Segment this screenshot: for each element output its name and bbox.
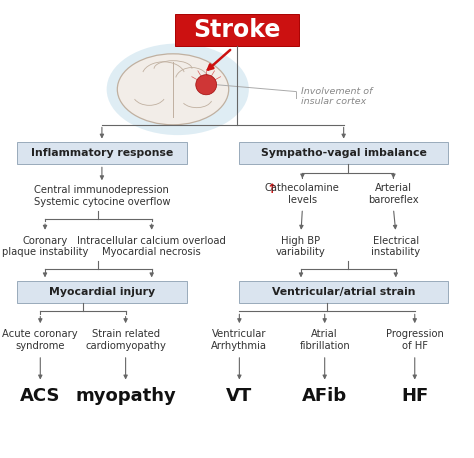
Text: myopathy: myopathy (75, 387, 176, 405)
Text: ACS: ACS (20, 387, 61, 405)
Text: AFib: AFib (302, 387, 347, 405)
Text: Inflammatory response: Inflammatory response (31, 148, 173, 158)
Text: Acute coronary
syndrome: Acute coronary syndrome (2, 329, 78, 351)
Text: Central immunodepression
Systemic cytocine overflow: Central immunodepression Systemic cytoci… (34, 185, 170, 207)
Text: Intracellular calcium overload
Myocardial necrosis: Intracellular calcium overload Myocardia… (77, 235, 226, 257)
Text: Atrial
fibrillation: Atrial fibrillation (299, 329, 350, 351)
Text: Stroke: Stroke (193, 18, 281, 42)
Text: Strain related
cardiomyopathy: Strain related cardiomyopathy (85, 329, 166, 351)
Ellipse shape (117, 54, 228, 125)
Circle shape (196, 75, 217, 95)
FancyBboxPatch shape (17, 142, 187, 164)
Text: VT: VT (226, 387, 253, 405)
Text: Cathecolamine
levels: Cathecolamine levels (265, 183, 340, 205)
Text: High BP
variability: High BP variability (276, 235, 326, 257)
Text: Sympatho-vagal imbalance: Sympatho-vagal imbalance (261, 148, 427, 158)
Text: Involvement of
insular cortex: Involvement of insular cortex (301, 87, 373, 106)
Text: Ventricular/atrial strain: Ventricular/atrial strain (272, 287, 415, 297)
Text: Arterial
baroreflex: Arterial baroreflex (368, 183, 419, 205)
Text: Myocardial injury: Myocardial injury (49, 287, 155, 297)
Text: HF: HF (401, 387, 428, 405)
Ellipse shape (107, 44, 249, 135)
Text: Electrical
instability: Electrical instability (371, 235, 420, 257)
FancyBboxPatch shape (17, 281, 187, 303)
Text: Progression
of HF: Progression of HF (386, 329, 444, 351)
FancyBboxPatch shape (239, 142, 448, 164)
FancyBboxPatch shape (175, 14, 299, 46)
Text: ↑: ↑ (266, 183, 277, 196)
Text: Ventricular
Arrhythmia: Ventricular Arrhythmia (211, 329, 267, 351)
Text: Coronary
plaque instability: Coronary plaque instability (2, 235, 88, 257)
FancyBboxPatch shape (239, 281, 448, 303)
